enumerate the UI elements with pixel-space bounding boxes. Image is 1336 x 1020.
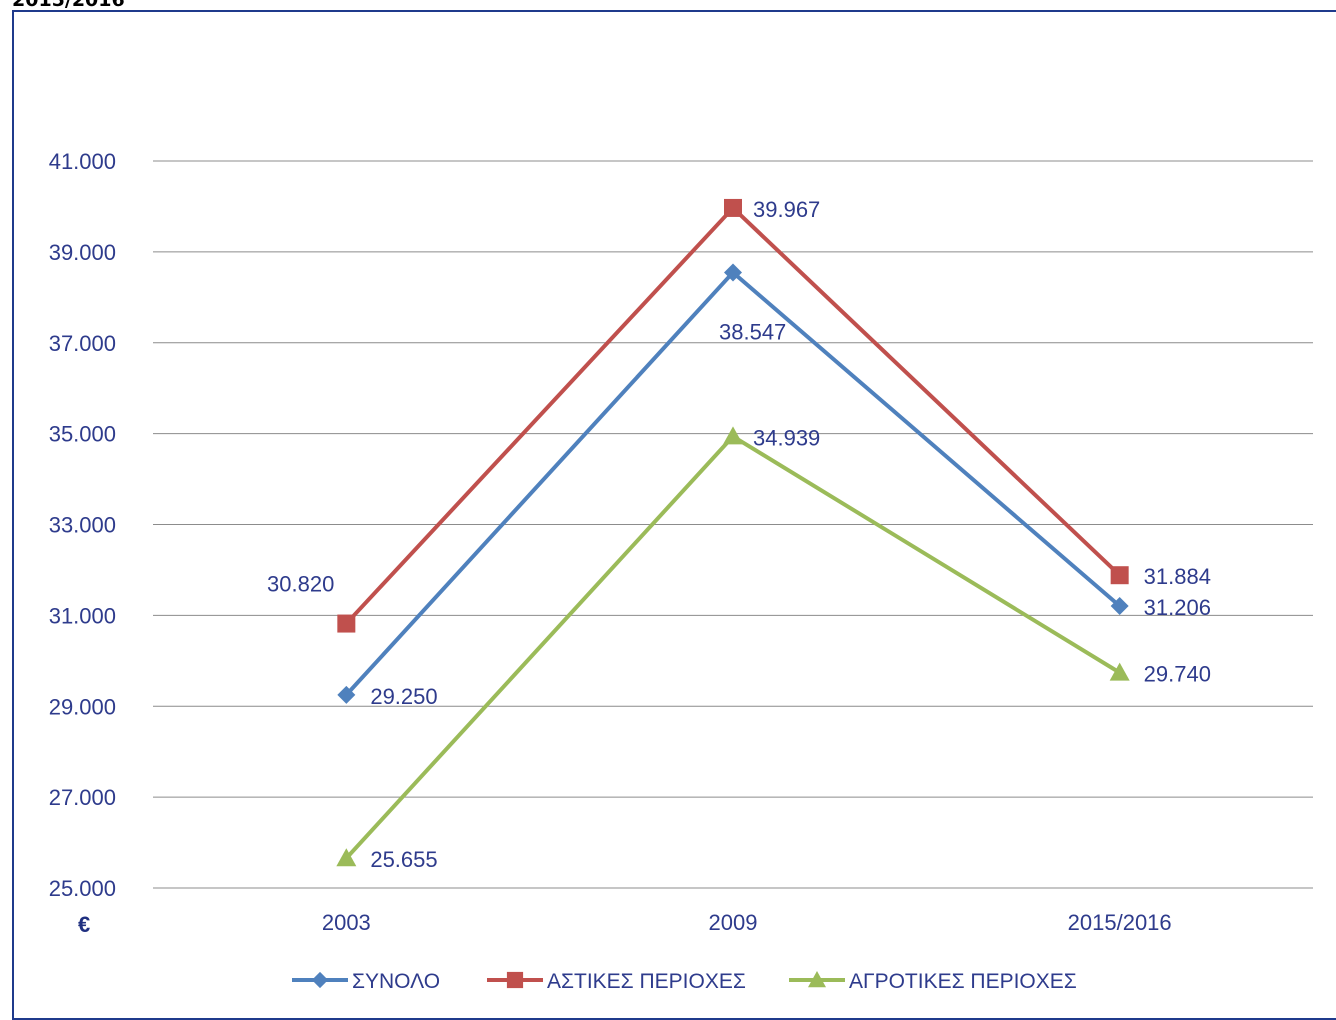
- legend-label: ΣΥΝΟΛΟ: [352, 970, 440, 993]
- data-label: 31.206: [1144, 595, 1211, 620]
- legend-label: ΑΣΤΙΚΕΣ ΠΕΡΙΟΧΕΣ: [547, 970, 746, 993]
- data-label: 31.884: [1144, 564, 1211, 589]
- data-label: 34.939: [753, 425, 820, 450]
- data-label: 39.967: [753, 197, 820, 222]
- marker-triangle: [336, 848, 357, 867]
- data-label: 29.740: [1144, 662, 1211, 687]
- series-group: [336, 198, 1130, 867]
- marker-square: [337, 614, 356, 633]
- marker-triangle: [723, 426, 743, 445]
- data-label: 38.547: [719, 319, 786, 344]
- y-tick-label: 27.000: [49, 785, 116, 810]
- y-tick-label: 41.000: [49, 149, 116, 174]
- chart-title: 2015/2016: [12, 0, 125, 11]
- data-labels: 29.250 38.547 31.206 30.820 39.967 31.884 25.6…: [267, 197, 1211, 872]
- y-tick-label: 39.000: [49, 240, 116, 265]
- marker-square: [724, 198, 742, 217]
- data-label: 25.655: [370, 847, 437, 872]
- marker-diamond: [311, 971, 329, 989]
- x-tick-label: 2015/2016: [1068, 910, 1172, 935]
- y-tick-label: 29.000: [49, 694, 116, 719]
- y-tick-label: 35.000: [49, 422, 116, 447]
- data-label: 29.250: [370, 684, 437, 709]
- legend-label: ΑΓΡΟΤΙΚΕΣ ΠΕΡΙΟΧΕΣ: [849, 970, 1077, 993]
- y-tick-label: 25.000: [49, 876, 116, 901]
- marker-diamond: [724, 263, 742, 282]
- legend-item: ΑΣΤΙΚΕΣ ΠΕΡΙΟΧΕΣ: [487, 970, 746, 993]
- marker-triangle: [808, 971, 826, 988]
- y-tick-label: 37.000: [49, 331, 116, 356]
- y-unit-label: €: [78, 912, 90, 937]
- y-tick-label: 31.000: [49, 603, 116, 628]
- marker-diamond: [337, 685, 356, 704]
- data-label: 30.820: [267, 572, 334, 597]
- legend: ΣΥΝΟΛΟ ΑΣΤΙΚΕΣ ΠΕΡΙΟΧΕΣ ΑΓΡΟΤΙΚΕΣ ΠΕΡΙΟΧΕΣ: [292, 970, 1077, 993]
- legend-item: ΑΓΡΟΤΙΚΕΣ ΠΕΡΙΟΧΕΣ: [789, 970, 1077, 993]
- marker-triangle: [1109, 662, 1130, 681]
- marker-square: [506, 971, 524, 989]
- y-axis-ticks: 25.000 27.000 29.000 31.000 33.000 35.000 37.0…: [49, 149, 116, 901]
- x-axis-ticks: 2003 2009 2015/2016: [322, 910, 1172, 935]
- marker-square: [1110, 566, 1129, 585]
- marker-diamond: [1110, 597, 1129, 616]
- x-tick-label: 2003: [322, 910, 371, 935]
- x-tick-label: 2009: [709, 910, 758, 935]
- legend-item: ΣΥΝΟΛΟ: [292, 970, 440, 993]
- y-tick-label: 33.000: [49, 513, 116, 538]
